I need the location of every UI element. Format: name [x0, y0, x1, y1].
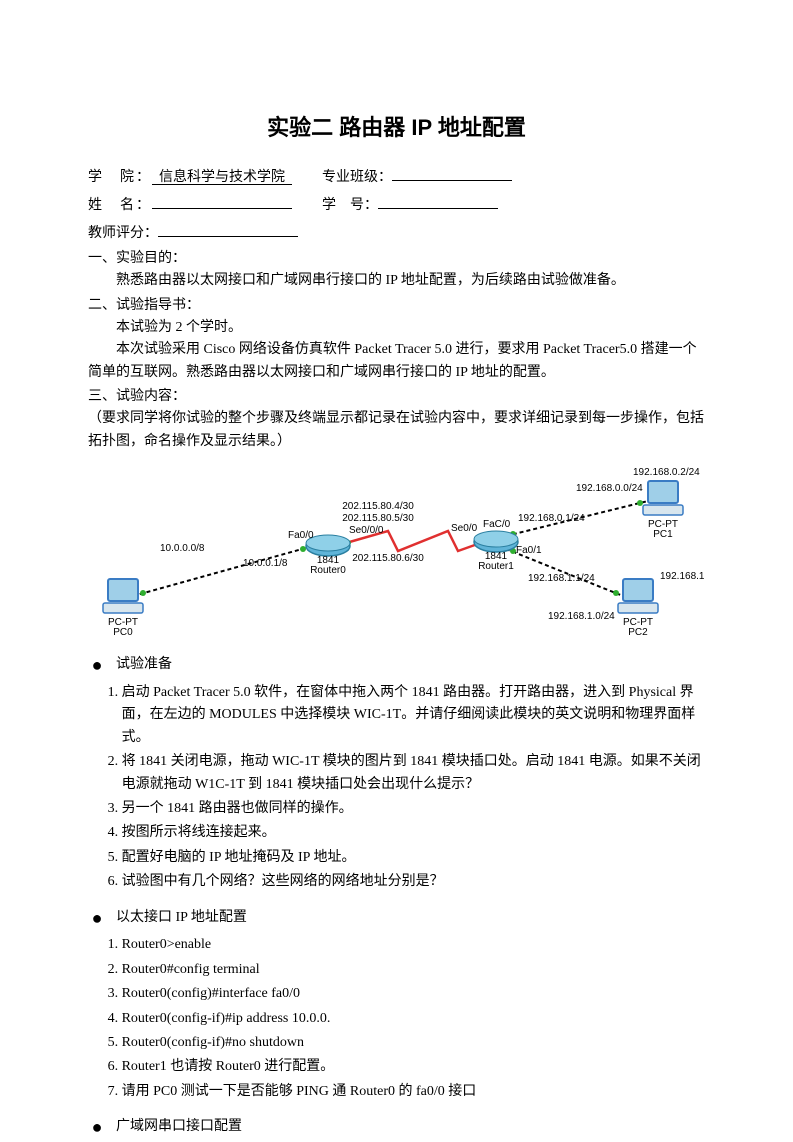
list-item: Router0#config terminal — [122, 959, 705, 981]
pc1-icon — [643, 481, 683, 515]
r1-name: Router1 — [478, 561, 514, 572]
pc0-icon — [103, 579, 143, 613]
ip-r1t: 192.168.0.1/24 — [518, 513, 585, 524]
sec3-body: （要求同学将你试验的整个步骤及终端显示都记录在试验内容中，要求详细记录到每一步操… — [88, 408, 705, 453]
id-label: 学 号： — [322, 195, 378, 217]
name-value — [152, 191, 292, 209]
info-college-row: 学 院： 信息科学与技术学院 专业班级： — [88, 163, 705, 189]
pc1-name: PC1 — [653, 529, 673, 540]
class-value — [392, 163, 512, 181]
eth-head: ● 以太接口 IP 地址配置 — [88, 904, 705, 933]
list-item: Router0(config-if)#no shutdown — [122, 1032, 705, 1054]
bullet-icon: ● — [88, 904, 106, 933]
ip-pc2b: 192.168.1.0/24 — [548, 611, 615, 622]
list-item: Router0(config-if)#ip address 10.0.0. — [122, 1008, 705, 1030]
id-value — [378, 191, 498, 209]
list-item: 另一个 1841 路由器也做同样的操作。 — [122, 798, 705, 820]
list-item: Router0>enable — [122, 934, 705, 956]
sec2-head: 二、试验指导书： — [88, 295, 705, 317]
score-label: 教师评分： — [88, 223, 158, 245]
prep-list: 启动 Packet Tracer 5.0 软件，在窗体中拖入两个 1841 路由… — [88, 682, 705, 894]
college-value: 信息科学与技术学院 — [152, 167, 292, 185]
college-label: 学 院： — [88, 167, 152, 189]
score-value — [158, 220, 298, 238]
eth-title: 以太接口 IP 地址配置 — [116, 907, 247, 929]
wan-title: 广域网串口接口配置 — [116, 1116, 242, 1138]
ip-s5: 202.115.80.5/30 — [342, 513, 414, 524]
intf-fa01: Fa0/1 — [516, 545, 542, 556]
ip-s4: 202.115.80.4/30 — [342, 501, 414, 512]
sec2-body2: 本次试验采用 Cisco 网络设备仿真软件 Packet Tracer 5.0 … — [88, 339, 705, 384]
prep-head: ● 试验准备 — [88, 651, 705, 680]
router1-icon — [474, 531, 518, 552]
pc2-icon — [618, 579, 658, 613]
ip-s6: 202.115.80.6/30 — [352, 553, 424, 564]
ip-r0l: 10.0.0.1/8 — [243, 558, 288, 569]
list-item: 启动 Packet Tracer 5.0 软件，在窗体中拖入两个 1841 路由… — [122, 682, 705, 749]
ip-pc1t2: 192.168.0.0/24 — [576, 483, 643, 494]
ip-r1b: 192.168.1.1/24 — [528, 573, 595, 584]
pc0-name: PC0 — [113, 627, 133, 638]
list-item: 试验图中有几个网络？这些网络的网络地址分别是？ — [122, 871, 705, 893]
intf-se070: Se0/0 — [451, 523, 478, 534]
eth-list: Router0>enable Router0#config terminal R… — [88, 934, 705, 1103]
list-item: Router0(config)#interface fa0/0 — [122, 983, 705, 1005]
info-score-row: 教师评分： — [88, 220, 705, 246]
info-name-row: 姓 名： 学 号： — [88, 191, 705, 217]
prep-title: 试验准备 — [116, 654, 172, 676]
ip-pc0: 10.0.0.0/8 — [160, 543, 205, 554]
intf-se000: Se0/0/0 — [349, 525, 384, 536]
intf-fac0: FaC/0 — [483, 519, 511, 530]
list-item: Router1 也请按 Router0 进行配置。 — [122, 1056, 705, 1078]
sec3-head: 三、试验内容： — [88, 386, 705, 408]
ip-pc2s: 192.168.1.2/24 — [660, 571, 705, 582]
name-label: 姓 名： — [88, 195, 152, 217]
class-label: 专业班级： — [322, 167, 392, 189]
bullet-icon: ● — [88, 651, 106, 680]
sec1-head: 一、实验目的： — [88, 248, 705, 270]
sec1-body: 熟悉路由器以太网接口和广域网串行接口的 IP 地址配置，为后续路由试验做准备。 — [88, 270, 705, 292]
pc2-name: PC2 — [628, 627, 648, 638]
ip-pc1t: 192.168.0.2/24 — [633, 467, 700, 478]
page-title: 实验二 路由器 IP 地址配置 — [88, 110, 705, 145]
list-item: 请用 PC0 测试一下是否能够 PING 通 Router0 的 fa0/0 接… — [122, 1081, 705, 1103]
bullet-icon: ● — [88, 1113, 106, 1142]
list-item: 按图所示将线连接起来。 — [122, 822, 705, 844]
network-topology-diagram: PC-PT PC0 1841 Router0 1841 Router1 PC-P… — [88, 461, 705, 641]
list-item: 配置好电脑的 IP 地址掩码及 IP 地址。 — [122, 847, 705, 869]
wan-head: ● 广域网串口接口配置 — [88, 1113, 705, 1142]
r0-name: Router0 — [310, 565, 346, 576]
sec2-body1: 本试验为 2 个学时。 — [88, 317, 705, 339]
intf-fa00: Fa0/0 — [288, 530, 314, 541]
list-item: 将 1841 关闭电源，拖动 WIC-1T 模块的图片到 1841 模块插口处。… — [122, 751, 705, 796]
